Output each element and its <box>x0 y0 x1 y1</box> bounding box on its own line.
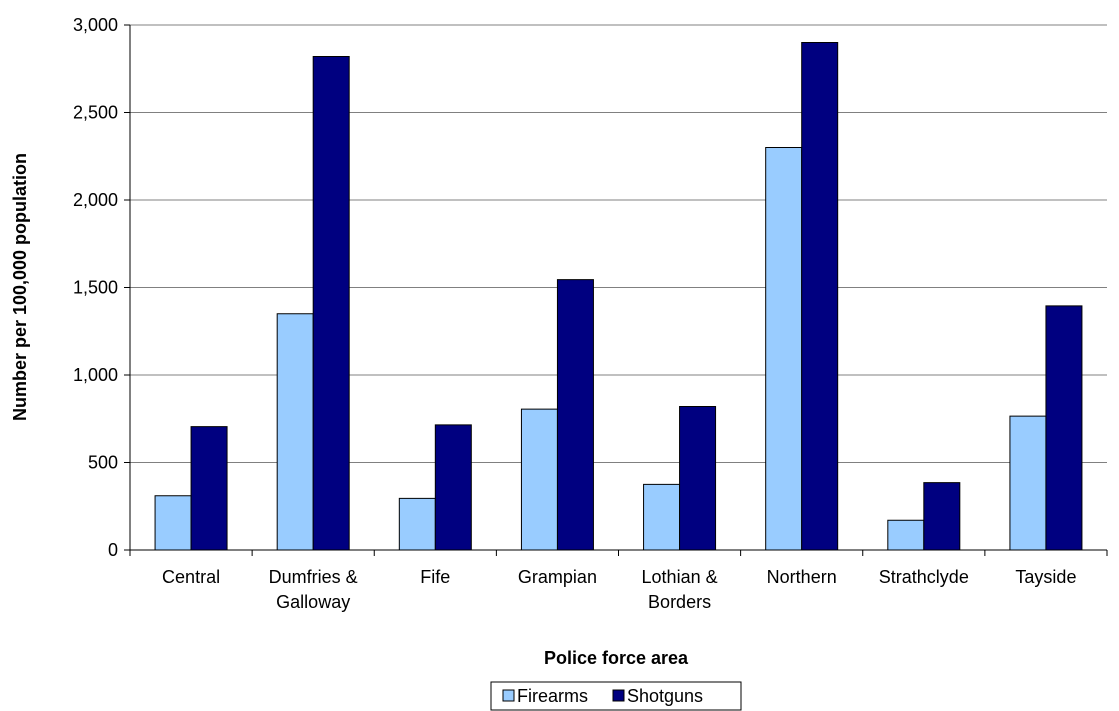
gridlines <box>130 24 1107 463</box>
x-tick-label: Strathclyde <box>879 567 969 587</box>
legend: Firearms Shotguns <box>490 681 742 711</box>
y-tick-label: 2,500 <box>73 103 118 123</box>
x-tick-label: Dumfries & Galloway <box>269 567 358 612</box>
x-tick-label: Tayside <box>1015 567 1076 587</box>
x-tick-label: Lothian & Borders <box>642 567 718 612</box>
y-tick-label: 500 <box>88 453 118 473</box>
x-tick-label: Central <box>162 567 220 587</box>
y-tick-label: 0 <box>108 540 118 560</box>
y-tick-label: 1,000 <box>73 365 118 385</box>
bar-shotguns <box>556 279 594 551</box>
bar-firearms <box>276 313 314 551</box>
x-tick-labels: Central Dumfries & Galloway Fife Grampian Lot… <box>162 567 1076 612</box>
bar-firearms <box>398 497 436 551</box>
bar-firearms <box>1009 415 1047 551</box>
legend-label-shotguns: Shotguns <box>627 686 703 706</box>
y-tick-label: 2,000 <box>73 190 118 210</box>
x-tick-label: Fife <box>420 567 450 587</box>
bar-shotguns <box>312 56 350 551</box>
y-tick-label: 1,500 <box>73 278 118 298</box>
bar-firearms <box>887 519 925 551</box>
axes <box>124 24 1108 556</box>
x-axis-title: Police force area <box>544 648 689 668</box>
x-tick-label: Northern <box>767 567 837 587</box>
bar-firearms <box>765 147 803 551</box>
x-tick-label: Grampian <box>518 567 597 587</box>
y-tick-label: 3,000 <box>73 15 118 35</box>
bar-shotguns <box>190 426 228 551</box>
y-tick-labels: 0 500 1,000 1,500 2,000 2,500 3,000 <box>73 15 118 560</box>
legend-swatch-shotguns <box>612 689 625 702</box>
bar-shotguns <box>923 482 961 551</box>
bar-shotguns <box>434 424 472 551</box>
bar-firearms <box>520 408 558 551</box>
legend-label-firearms: Firearms <box>517 686 588 706</box>
legend-swatch-firearms <box>502 689 515 702</box>
bar-firearms <box>154 495 192 551</box>
bar-firearms <box>643 483 681 551</box>
bar-shotguns <box>679 406 717 551</box>
bars <box>154 42 1083 551</box>
y-axis-title: Number per 100,000 population <box>10 153 30 421</box>
bar-shotguns <box>801 42 839 551</box>
bar-shotguns <box>1045 305 1083 551</box>
